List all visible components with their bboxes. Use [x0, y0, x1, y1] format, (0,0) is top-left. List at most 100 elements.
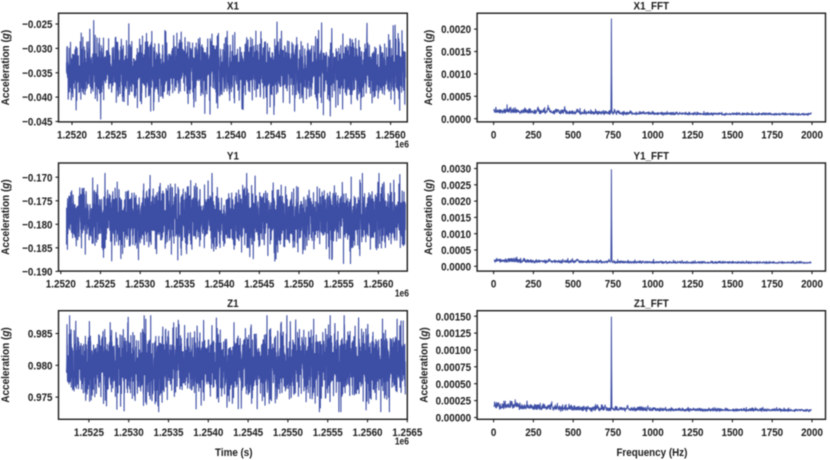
svg-text:1.2535: 1.2535	[153, 426, 183, 439]
svg-text:Acceleration (g): Acceleration (g)	[0, 179, 12, 255]
svg-text:1500: 1500	[721, 278, 743, 291]
svg-text:−0.030: −0.030	[22, 43, 52, 56]
svg-text:Z1: Z1	[227, 297, 239, 310]
svg-text:−0.040: −0.040	[22, 92, 52, 105]
svg-text:0: 0	[491, 426, 497, 439]
svg-text:0.00125: 0.00125	[436, 328, 472, 341]
svg-text:0.0030: 0.0030	[441, 163, 471, 176]
svg-text:1750: 1750	[761, 278, 783, 291]
svg-text:0.975: 0.975	[28, 392, 53, 405]
svg-text:500: 500	[565, 278, 581, 291]
svg-text:0.0000: 0.0000	[441, 261, 471, 274]
svg-text:1.2545: 1.2545	[233, 426, 263, 439]
svg-text:1500: 1500	[721, 426, 743, 439]
svg-text:750: 750	[605, 426, 621, 439]
svg-text:1.2545: 1.2545	[244, 278, 274, 291]
svg-text:1250: 1250	[682, 129, 704, 142]
svg-text:1.2530: 1.2530	[125, 278, 155, 291]
svg-text:0.0025: 0.0025	[441, 179, 471, 192]
svg-text:1000: 1000	[642, 129, 664, 142]
svg-text:−0.035: −0.035	[22, 67, 52, 80]
svg-text:2000: 2000	[801, 129, 823, 142]
svg-text:1500: 1500	[721, 129, 743, 142]
svg-text:1000: 1000	[642, 278, 664, 291]
svg-text:0.00050: 0.00050	[436, 378, 472, 391]
svg-text:1.2550: 1.2550	[284, 278, 314, 291]
svg-text:0: 0	[491, 278, 497, 291]
svg-text:1.2555: 1.2555	[324, 278, 354, 291]
svg-text:Y1: Y1	[227, 150, 239, 163]
svg-text:1.2520: 1.2520	[46, 278, 76, 291]
svg-text:0.0010: 0.0010	[441, 68, 471, 81]
svg-text:Y1_FFT: Y1_FFT	[634, 150, 670, 163]
svg-text:Acceleration (g): Acceleration (g)	[418, 327, 431, 403]
svg-text:2000: 2000	[801, 426, 823, 439]
svg-text:1250: 1250	[682, 278, 704, 291]
svg-text:1e6: 1e6	[395, 288, 409, 299]
svg-text:1.2535: 1.2535	[176, 129, 206, 142]
svg-text:0.00000: 0.00000	[436, 412, 472, 425]
svg-text:1.2545: 1.2545	[256, 129, 286, 142]
svg-text:1.2550: 1.2550	[296, 129, 326, 142]
svg-text:0.00075: 0.00075	[436, 361, 472, 374]
svg-text:1.2560: 1.2560	[376, 129, 406, 142]
svg-text:250: 250	[525, 278, 541, 291]
svg-text:2000: 2000	[801, 278, 823, 291]
svg-text:250: 250	[525, 426, 541, 439]
svg-text:1e6: 1e6	[395, 139, 409, 150]
svg-text:750: 750	[605, 129, 621, 142]
svg-text:−0.185: −0.185	[22, 242, 52, 255]
svg-text:Acceleration (g): Acceleration (g)	[0, 327, 12, 403]
svg-text:Acceleration (g): Acceleration (g)	[0, 29, 12, 105]
svg-text:1.2560: 1.2560	[363, 278, 393, 291]
svg-text:Acceleration (g): Acceleration (g)	[422, 179, 435, 255]
svg-text:0.0020: 0.0020	[441, 24, 471, 37]
svg-text:1.2540: 1.2540	[216, 129, 246, 142]
svg-text:500: 500	[565, 426, 581, 439]
svg-text:−0.175: −0.175	[22, 195, 52, 208]
svg-text:−0.170: −0.170	[22, 172, 52, 185]
svg-text:Acceleration (g): Acceleration (g)	[422, 29, 435, 105]
svg-text:1.2525: 1.2525	[85, 278, 115, 291]
svg-text:750: 750	[605, 278, 621, 291]
svg-text:0.0015: 0.0015	[441, 46, 471, 59]
svg-text:1.2555: 1.2555	[336, 129, 366, 142]
svg-text:1.2560: 1.2560	[352, 426, 382, 439]
svg-text:Z1_FFT: Z1_FFT	[634, 297, 669, 310]
svg-text:0.00100: 0.00100	[436, 344, 472, 357]
svg-text:1250: 1250	[682, 426, 704, 439]
svg-text:1.2525: 1.2525	[97, 129, 127, 142]
svg-text:0.0020: 0.0020	[441, 196, 471, 209]
svg-text:1.2530: 1.2530	[114, 426, 144, 439]
svg-text:1.2540: 1.2540	[205, 278, 235, 291]
svg-text:1e6: 1e6	[395, 436, 409, 447]
svg-text:0.0000: 0.0000	[441, 113, 471, 126]
svg-text:500: 500	[565, 129, 581, 142]
svg-text:−0.025: −0.025	[22, 18, 52, 31]
svg-text:0.00150: 0.00150	[436, 311, 472, 324]
svg-text:Frequency (Hz): Frequency (Hz)	[616, 446, 687, 459]
svg-text:Time (s): Time (s)	[215, 446, 252, 459]
svg-text:1750: 1750	[761, 426, 783, 439]
svg-text:−0.045: −0.045	[22, 116, 52, 129]
svg-text:0.0005: 0.0005	[441, 91, 471, 104]
svg-text:1.2550: 1.2550	[273, 426, 303, 439]
svg-text:1.2520: 1.2520	[57, 129, 87, 142]
svg-text:1750: 1750	[761, 129, 783, 142]
svg-text:−0.190: −0.190	[22, 266, 52, 279]
svg-text:0.0015: 0.0015	[441, 212, 471, 225]
svg-text:1.2565: 1.2565	[392, 426, 422, 439]
svg-text:0.0005: 0.0005	[441, 244, 471, 257]
svg-text:−0.180: −0.180	[22, 219, 52, 232]
svg-text:0.980: 0.980	[28, 360, 53, 373]
svg-text:1.2525: 1.2525	[74, 426, 104, 439]
svg-text:1.2530: 1.2530	[137, 129, 167, 142]
svg-text:1.2540: 1.2540	[193, 426, 223, 439]
svg-text:0.985: 0.985	[28, 328, 53, 341]
svg-text:X1: X1	[227, 0, 239, 13]
svg-text:0.0010: 0.0010	[441, 228, 471, 241]
svg-text:1.2555: 1.2555	[313, 426, 343, 439]
svg-text:0: 0	[491, 129, 497, 142]
svg-text:250: 250	[525, 129, 541, 142]
svg-text:1000: 1000	[642, 426, 664, 439]
